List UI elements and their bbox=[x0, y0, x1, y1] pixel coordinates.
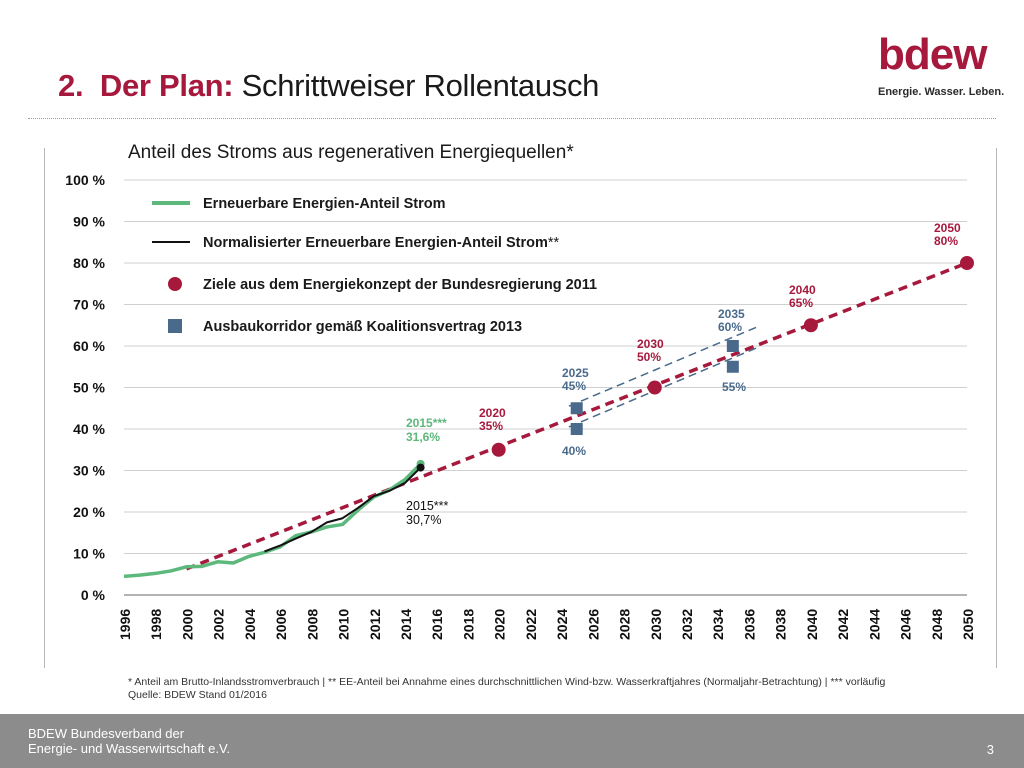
x-tick-label: 2026 bbox=[585, 609, 601, 640]
target-value-label: 50% bbox=[637, 350, 661, 364]
bdew-logo: bdew Energie. Wasser. Leben. bbox=[876, 30, 1005, 102]
y-tick-label: 60 % bbox=[73, 338, 105, 354]
corridor-square bbox=[570, 402, 583, 415]
target-point bbox=[491, 442, 506, 457]
y-tick-label: 20 % bbox=[73, 504, 105, 520]
x-tick-label: 2006 bbox=[273, 609, 289, 640]
renewables-share-chart: 0 % 10 % 20 % 30 % 40 % 50 % 60 % 70 % 80 % 90 % 1… bbox=[65, 172, 976, 640]
target-year-label: 2030 bbox=[637, 337, 664, 351]
legend-label: Ausbaukorridor gemäß Koalitionsvertrag 2… bbox=[203, 319, 522, 335]
x-tick-label: 2040 bbox=[804, 609, 820, 640]
page-number: 3 bbox=[986, 742, 994, 757]
corridor-line bbox=[568, 347, 757, 428]
y-tick-label: 10 % bbox=[73, 546, 105, 562]
corridor-square bbox=[570, 423, 583, 435]
x-tick-label: 2046 bbox=[898, 609, 914, 640]
x-tick-label: 1998 bbox=[148, 609, 164, 640]
legend-label: Ziele aus dem Energiekonzept der Bundesr… bbox=[203, 277, 597, 293]
y-tick-label: 100 % bbox=[65, 172, 105, 188]
x-tick-label: 2044 bbox=[866, 609, 882, 640]
black-end-value-label: 30,7% bbox=[406, 513, 441, 527]
x-tick-label: 2020 bbox=[492, 609, 508, 640]
target-year-label: 2040 bbox=[789, 283, 816, 297]
corridor-value-label: 55% bbox=[722, 380, 746, 394]
target-value-label: 65% bbox=[789, 296, 813, 310]
right-border-line bbox=[996, 148, 997, 668]
corridor-year-label: 2025 bbox=[562, 366, 589, 380]
footnote-source: Quelle: BDEW Stand 01/2016 bbox=[128, 689, 267, 701]
x-tick-label: 2034 bbox=[710, 609, 726, 640]
y-tick-label: 50 % bbox=[73, 380, 105, 396]
x-tick-label: 2032 bbox=[679, 609, 695, 640]
footer-org-line1: BDEW Bundesverband der bbox=[28, 726, 185, 741]
x-tick-label: 2042 bbox=[835, 609, 851, 640]
footnote: * Anteil am Brutto-Inlandsstromverbrauch… bbox=[128, 676, 885, 702]
logo-claim: Energie. Wasser. Leben. bbox=[878, 86, 1005, 98]
target-trend-line bbox=[185, 261, 968, 571]
corridor-line bbox=[568, 326, 757, 407]
y-tick-label: 80 % bbox=[73, 255, 105, 271]
corridor-square bbox=[726, 360, 739, 373]
target-year-label: 2020 bbox=[479, 406, 506, 420]
legend-swatch-target-dot bbox=[168, 277, 182, 291]
black-end-year-label: 2015*** bbox=[406, 499, 449, 513]
x-tick-label: 2016 bbox=[429, 609, 445, 640]
target-year-label: 2050 bbox=[934, 221, 961, 235]
corridor-value-label: 60% bbox=[718, 320, 742, 334]
slide-title: 2. Der Plan: Schrittweiser Rollentausch bbox=[58, 68, 599, 104]
target-point bbox=[647, 380, 662, 395]
x-tick-label: 2004 bbox=[242, 609, 258, 640]
legend-swatch-corridor-square bbox=[168, 319, 182, 333]
slide-title-rest: Schrittweiser Rollentausch bbox=[241, 68, 600, 103]
green-end-year-label: 2015*** bbox=[406, 416, 447, 430]
series-line-normalised bbox=[264, 466, 422, 553]
slide-number: 2. bbox=[58, 68, 84, 103]
y-tick-label: 90 % bbox=[73, 214, 105, 230]
slide-title-bold: Der Plan: bbox=[99, 68, 234, 103]
x-tick-label: 2012 bbox=[367, 609, 383, 640]
corridor-value-label: 40% bbox=[562, 444, 586, 458]
footnote-text: * Anteil am Brutto-Inlandsstromverbrauch… bbox=[128, 676, 886, 688]
x-tick-label: 2036 bbox=[741, 609, 757, 640]
green-end-value-label: 31,6% bbox=[406, 430, 440, 444]
x-tick-label: 2048 bbox=[929, 609, 945, 640]
x-tick-label: 1996 bbox=[117, 609, 133, 640]
target-value-label: 80% bbox=[934, 234, 958, 248]
target-point bbox=[803, 318, 818, 333]
legend-label: Normalisierter Erneuerbare Energien-Ante… bbox=[203, 235, 560, 251]
corridor-square bbox=[726, 340, 739, 352]
x-tick-label: 2000 bbox=[179, 609, 195, 640]
x-tick-label: 2028 bbox=[617, 609, 633, 640]
logo-wordmark: bdew bbox=[878, 30, 987, 79]
x-tick-label: 2050 bbox=[960, 609, 976, 640]
x-tick-label: 2030 bbox=[648, 609, 664, 640]
legend-label: Erneuerbare Energien-Anteil Strom bbox=[203, 196, 446, 212]
title-divider bbox=[28, 118, 996, 119]
x-tick-label: 2002 bbox=[211, 609, 227, 640]
footer-organisation: BDEW Bundesverband der Energie- und Wass… bbox=[28, 726, 230, 756]
x-tick-label: 2010 bbox=[336, 609, 352, 640]
y-tick-label: 40 % bbox=[73, 421, 105, 437]
x-tick-label: 2008 bbox=[304, 609, 320, 640]
target-point bbox=[960, 256, 974, 270]
y-tick-label: 30 % bbox=[73, 463, 105, 479]
target-value-label: 35% bbox=[479, 419, 503, 433]
x-tick-label: 2024 bbox=[554, 609, 570, 640]
x-tick-label: 2018 bbox=[460, 609, 476, 640]
x-tick-label: 2038 bbox=[773, 609, 789, 640]
y-tick-label: 0 % bbox=[81, 587, 106, 603]
corridor-year-label: 2035 bbox=[718, 307, 745, 321]
left-border-line bbox=[44, 148, 45, 668]
footer-bar: BDEW Bundesverband der Energie- und Wass… bbox=[0, 714, 1024, 768]
footer-org-line2: Energie- und Wasserwirtschaft e.V. bbox=[28, 741, 231, 756]
corridor-value-label: 45% bbox=[562, 379, 586, 393]
x-tick-label: 2022 bbox=[523, 609, 539, 640]
chart-title: Anteil des Stroms aus regenerativen Ener… bbox=[128, 142, 574, 163]
series-end-point bbox=[416, 463, 425, 472]
x-tick-label: 2014 bbox=[398, 609, 414, 640]
series-line-renewables bbox=[123, 462, 422, 579]
y-tick-label: 70 % bbox=[73, 297, 105, 313]
